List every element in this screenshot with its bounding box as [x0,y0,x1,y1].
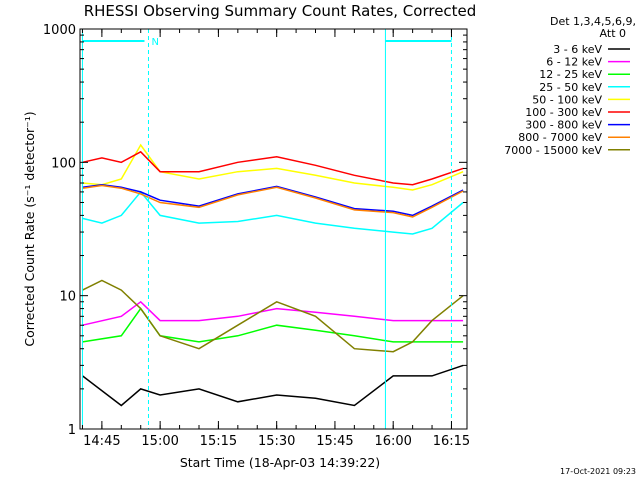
y-tick-label-2: 100 [51,156,76,171]
legend-label-5: 100 - 300 keV [525,106,602,119]
legend-label-7: 800 - 7000 keV [518,131,602,144]
y-tick-label-3: 1000 [43,23,76,38]
legend-header-line-1: Det 1,3,4,5,6,9, [550,15,636,28]
x-tick-label-6: 16:15 [433,434,470,449]
chart-title: RHESSI Observing Summary Count Rates, Co… [84,2,477,20]
footer-date: 17-Oct-2021 09:23 [560,467,636,476]
series-line-0 [82,364,464,407]
x-tick-label-0: 14:45 [83,434,120,449]
y-tick-label-0: 1 [68,423,76,438]
series-line-1 [82,300,464,326]
legend-label-0: 3 - 6 keV [553,43,602,56]
legend-label-4: 50 - 100 keV [532,93,602,106]
series-line-7 [82,184,464,218]
x-tick-label-5: 16:00 [374,434,411,449]
series-line-8 [82,279,464,353]
legend-label-3: 25 - 50 keV [539,81,602,94]
x-tick-label-3: 15:30 [258,434,295,449]
series-line-4 [82,143,464,191]
y-axis-label: Corrected Count Rate (s⁻¹ detector⁻¹) [22,111,37,346]
series-line-3 [82,190,464,235]
marker-label-n: N [151,37,158,48]
series-line-6 [82,183,464,217]
y-tick-label-1: 10 [59,290,76,305]
series-line-2 [82,307,464,343]
legend-label-2: 12 - 25 keV [539,68,602,81]
x-tick-label-2: 15:15 [200,434,237,449]
series-line-5 [82,150,464,186]
x-tick-label-1: 15:00 [141,434,178,449]
legend-header-line-2: Att 0 [600,27,626,40]
x-axis-label: Start Time (18-Apr-03 14:39:22) [180,455,380,470]
axis-layer: 14:45 15:00 15:15 15:30 15:45 16:00 16:15 1 10 10… [43,23,470,449]
legend-label-6: 300 - 800 keV [525,119,602,132]
legend-label-1: 6 - 12 keV [546,56,602,69]
plot-frame [79,28,468,430]
x-tick-label-4: 15:45 [316,434,353,449]
series-layer [82,143,464,407]
legend-label-8: 7000 - 15000 keV [504,144,602,157]
marker-layer: N [81,29,452,429]
